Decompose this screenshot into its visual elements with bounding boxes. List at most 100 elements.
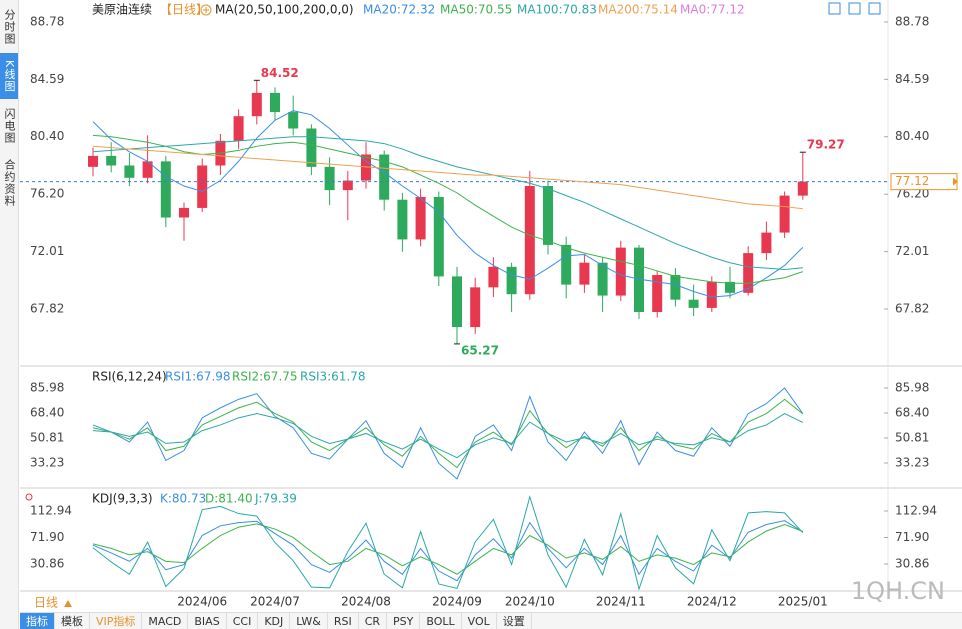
- settings-icon[interactable]: [25, 493, 33, 501]
- toolbar-tab[interactable]: CR: [359, 613, 388, 629]
- candle-body: [306, 128, 317, 167]
- candle-body: [688, 299, 699, 308]
- legend-entry: J:79.39: [254, 492, 297, 506]
- candle-body: [597, 262, 608, 296]
- y-tick-label: 85.98: [30, 381, 64, 395]
- series-line: [92, 494, 804, 591]
- candle-body: [361, 154, 371, 181]
- candle-body: [561, 244, 572, 285]
- toolbar-tab[interactable]: BIAS: [188, 613, 227, 629]
- y-tick-label: 30.86: [30, 557, 64, 571]
- y-tick-label: 30.86: [895, 557, 929, 571]
- candle-body: [324, 166, 335, 191]
- y-tick-label: 72.01: [895, 244, 929, 258]
- period-switch[interactable]: 日线: [34, 596, 58, 610]
- toolbar-tab[interactable]: MACD: [142, 613, 189, 629]
- candle-body: [725, 281, 735, 293]
- y-tick-label: 112.94: [30, 504, 72, 518]
- series-line: [92, 523, 803, 575]
- x-tick-label: 2024/09: [432, 595, 482, 609]
- candle-body: [197, 165, 208, 208]
- y-tick-label: 33.23: [30, 456, 64, 470]
- candle-body: [470, 287, 481, 328]
- tool-icon[interactable]: [848, 2, 861, 15]
- legend-entry: K:80.73: [160, 492, 206, 506]
- toolbar-tab[interactable]: VOL: [462, 613, 497, 629]
- legend-entry: RSI2:67.75: [232, 370, 298, 384]
- series-line: [92, 136, 803, 271]
- indicator: MA(20,50,100,200,0,0): [215, 3, 354, 17]
- y-tick-label: 76.20: [895, 187, 929, 201]
- x-tick-label: 2024/06: [177, 595, 227, 609]
- candle-body: [415, 196, 426, 240]
- toolbar-tab[interactable]: 模板: [55, 613, 90, 629]
- x-tick-label: 2025/01: [778, 595, 828, 609]
- extreme-label: 65.27: [461, 343, 499, 357]
- toolbar-tab[interactable]: VIP指标: [90, 613, 143, 629]
- candle-body: [634, 247, 644, 313]
- series-line: [92, 398, 804, 469]
- tool-icon[interactable]: [828, 2, 841, 15]
- y-tick-label: 80.40: [30, 129, 64, 143]
- y-tick-label: 67.82: [895, 301, 929, 315]
- legend-entry: MA0:77.12: [680, 3, 745, 17]
- candle-body: [433, 196, 444, 277]
- legend-entry: MA100:70.83: [517, 3, 597, 17]
- candle-body: [506, 266, 517, 295]
- y-tick-label: 68.40: [895, 405, 929, 419]
- candle-body: [106, 155, 117, 166]
- y-tick-label: 76.20: [30, 187, 64, 201]
- sidebar: 分时图 K线图闪电图合约资料: [0, 0, 19, 629]
- candle-body: [233, 116, 244, 141]
- extreme-label: 84.52: [261, 66, 299, 80]
- y-tick-label: 80.40: [895, 129, 929, 143]
- y-tick-label: 71.90: [30, 530, 64, 544]
- y-tick-label: 71.90: [895, 530, 929, 544]
- series-line: [92, 145, 803, 210]
- toolbar-tab[interactable]: 指标: [20, 613, 55, 629]
- toolbar-tab[interactable]: PSY: [387, 613, 421, 629]
- series-line: [92, 110, 804, 298]
- toolbar: 指标 模板 VIP指标 MACD BIAS CCI KDJ LW& RSI CR PSY BOLL VO…: [20, 612, 962, 629]
- y-tick-label: 88.78: [895, 14, 929, 28]
- add-icon[interactable]: [200, 4, 212, 16]
- period: 【日线】: [160, 3, 208, 17]
- toolbar-tab[interactable]: BOLL: [420, 613, 462, 629]
- toolbar-tab[interactable]: CCI: [227, 613, 259, 629]
- legend-entry: MA20:72.32: [363, 3, 435, 17]
- candle-body: [652, 275, 663, 313]
- side-tab[interactable]: 闪电图: [3, 108, 16, 144]
- y-tick-label: 84.59: [30, 72, 64, 86]
- legend-entry: RSI3:61.78: [300, 370, 366, 384]
- y-tick-label: 84.59: [895, 72, 929, 86]
- period-arrow[interactable]: [64, 600, 72, 607]
- extreme-label: 79.27: [807, 138, 845, 152]
- candle-body: [160, 161, 171, 218]
- tool-icon[interactable]: [868, 2, 881, 15]
- y-tick-label: 88.78: [30, 14, 64, 28]
- toolbar-tab[interactable]: KDJ: [258, 613, 291, 629]
- candle-body: [452, 276, 462, 328]
- indicator-title: KDJ(9,3,3): [92, 492, 153, 506]
- side-tab[interactable]: 合约资料: [3, 159, 16, 207]
- candle-body: [88, 155, 98, 167]
- candle-body: [379, 154, 390, 200]
- legend-entry: MA200:75.14: [598, 3, 678, 17]
- side-tab[interactable]: 分时图: [3, 9, 16, 45]
- candle-body: [288, 112, 299, 129]
- candle-body: [524, 186, 535, 295]
- toolbar-tab[interactable]: 设置: [497, 613, 532, 629]
- toolbar-tab[interactable]: LW&: [290, 613, 328, 629]
- toolbar-tab[interactable]: RSI: [328, 613, 359, 629]
- price-box-label: 77.12: [895, 174, 929, 188]
- x-tick-label: 2024/07: [250, 595, 300, 609]
- candle-body: [761, 232, 772, 254]
- candle-body: [579, 262, 590, 285]
- side-tab[interactable]: K线图: [0, 53, 18, 99]
- candle-body: [142, 161, 153, 178]
- y-tick-label: 112.94: [895, 504, 937, 518]
- y-tick-label: 50.81: [895, 431, 929, 445]
- x-tick-label: 2024/12: [687, 595, 737, 609]
